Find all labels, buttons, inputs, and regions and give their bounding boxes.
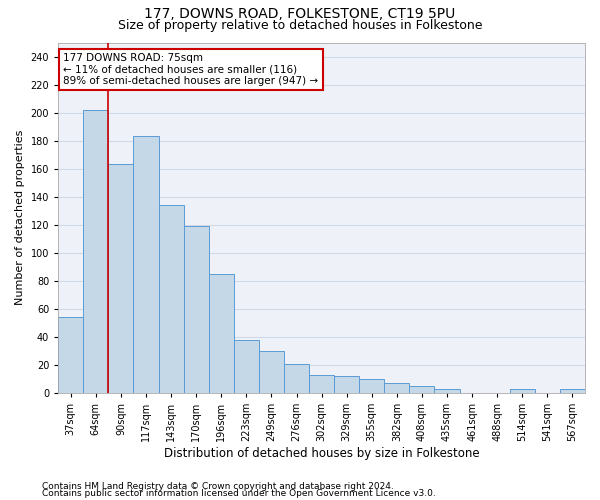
Bar — [434, 389, 460, 393]
Bar — [560, 389, 585, 393]
Bar — [334, 376, 359, 393]
Bar — [158, 205, 184, 393]
Text: Size of property relative to detached houses in Folkestone: Size of property relative to detached ho… — [118, 19, 482, 32]
Y-axis label: Number of detached properties: Number of detached properties — [15, 130, 25, 306]
Bar — [209, 274, 234, 393]
Bar — [259, 351, 284, 393]
Bar — [284, 364, 309, 393]
Bar — [58, 318, 83, 393]
Bar — [83, 110, 109, 393]
Bar — [109, 164, 133, 393]
Text: 177, DOWNS ROAD, FOLKESTONE, CT19 5PU: 177, DOWNS ROAD, FOLKESTONE, CT19 5PU — [145, 8, 455, 22]
Bar — [409, 386, 434, 393]
Text: 177 DOWNS ROAD: 75sqm
← 11% of detached houses are smaller (116)
89% of semi-det: 177 DOWNS ROAD: 75sqm ← 11% of detached … — [64, 53, 319, 86]
Bar — [385, 383, 409, 393]
Bar — [309, 375, 334, 393]
Bar — [133, 136, 158, 393]
Text: Contains public sector information licensed under the Open Government Licence v3: Contains public sector information licen… — [42, 490, 436, 498]
Bar — [510, 389, 535, 393]
Bar — [184, 226, 209, 393]
X-axis label: Distribution of detached houses by size in Folkestone: Distribution of detached houses by size … — [164, 447, 479, 460]
Bar — [359, 379, 385, 393]
Bar — [234, 340, 259, 393]
Text: Contains HM Land Registry data © Crown copyright and database right 2024.: Contains HM Land Registry data © Crown c… — [42, 482, 394, 491]
